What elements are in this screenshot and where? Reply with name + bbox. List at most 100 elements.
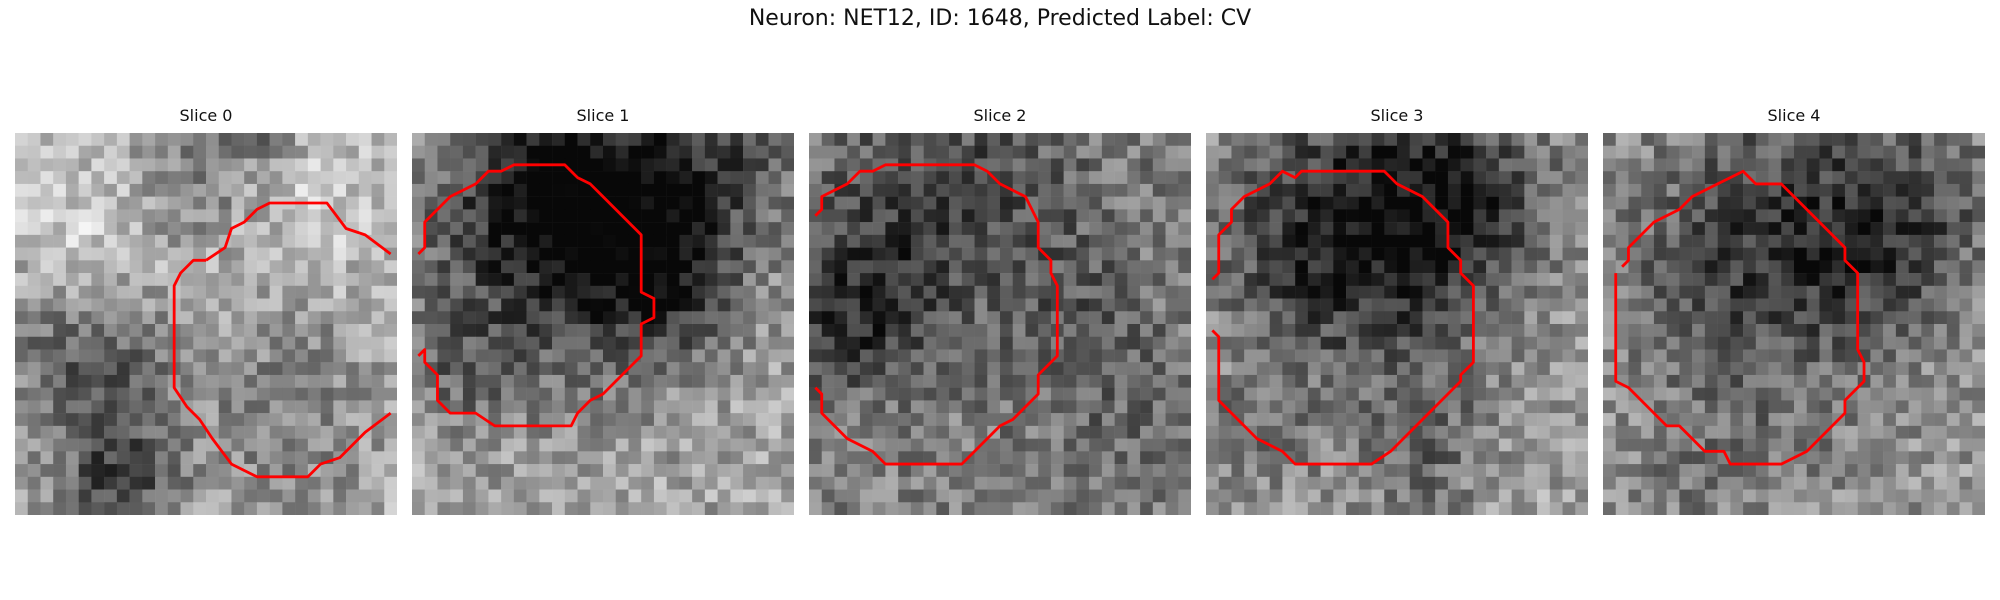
pixel: [295, 451, 308, 464]
pixel: [885, 490, 898, 503]
pixel: [257, 464, 270, 477]
pixel: [1679, 158, 1692, 171]
pixel: [1512, 235, 1525, 248]
pixel: [206, 451, 219, 464]
pixel: [1603, 286, 1616, 299]
pixel: [1718, 184, 1731, 197]
pixel: [1384, 286, 1397, 299]
pixel: [1282, 426, 1295, 439]
pixel: [308, 311, 321, 324]
pixel: [1870, 311, 1883, 324]
pixel: [1499, 171, 1512, 184]
pixel: [514, 349, 527, 362]
pixel: [1692, 337, 1705, 350]
pixel: [155, 273, 168, 286]
pixel: [847, 375, 860, 388]
pixel: [79, 248, 92, 261]
pixel: [1679, 248, 1692, 261]
pixel: [501, 362, 514, 375]
pixel: [1603, 464, 1616, 477]
pixel: [1410, 439, 1423, 452]
pixel: [15, 311, 28, 324]
pixel: [206, 388, 219, 401]
pixel: [476, 209, 489, 222]
pixel: [552, 413, 565, 426]
pixel: [1308, 490, 1321, 503]
pixel: [1333, 158, 1346, 171]
pixel: [40, 400, 53, 413]
pixel: [847, 426, 860, 439]
pixel: [962, 273, 975, 286]
pixel: [1641, 413, 1654, 426]
pixel: [308, 260, 321, 273]
pixel: [1883, 299, 1896, 312]
pixel: [1206, 286, 1219, 299]
pixel: [1934, 311, 1947, 324]
pixel: [705, 477, 718, 490]
pixel: [488, 477, 501, 490]
pixel: [1000, 400, 1013, 413]
pixel: [1563, 337, 1576, 350]
pixel: [552, 362, 565, 375]
pixel: [603, 222, 616, 235]
pixel: [1372, 439, 1385, 452]
pixel: [117, 146, 130, 159]
pixel: [756, 439, 769, 452]
pixel: [28, 158, 41, 171]
pixel: [679, 222, 692, 235]
pixel: [40, 197, 53, 210]
pixel: [1000, 209, 1013, 222]
pixel: [1654, 502, 1667, 515]
pixel: [565, 209, 578, 222]
pixel: [1127, 400, 1140, 413]
pixel: [1575, 439, 1588, 452]
pixel: [1819, 311, 1832, 324]
pixel: [769, 260, 782, 273]
pixel: [527, 222, 540, 235]
pixel: [705, 439, 718, 452]
pixel: [1127, 490, 1140, 503]
pixel: [1603, 426, 1616, 439]
pixel: [359, 311, 372, 324]
pixel: [1051, 209, 1064, 222]
pixel: [1435, 184, 1448, 197]
pixel: [1448, 400, 1461, 413]
pixel: [53, 426, 66, 439]
pixel: [91, 464, 104, 477]
pixel: [1769, 197, 1782, 210]
pixel: [603, 337, 616, 350]
pixel: [860, 133, 873, 146]
pixel: [384, 426, 397, 439]
pixel: [1153, 477, 1166, 490]
pixel: [1166, 158, 1179, 171]
pixel: [412, 184, 425, 197]
pixel: [206, 184, 219, 197]
pixel: [412, 388, 425, 401]
pixel: [1692, 158, 1705, 171]
pixel: [1563, 349, 1576, 362]
pixel: [1000, 299, 1013, 312]
pixel: [898, 146, 911, 159]
pixel: [40, 362, 53, 375]
pixel: [1794, 464, 1807, 477]
pixel: [718, 464, 731, 477]
pixel: [155, 362, 168, 375]
pixel: [936, 197, 949, 210]
pixel: [1025, 362, 1038, 375]
pixel: [1270, 146, 1283, 159]
pixel: [28, 209, 41, 222]
pixel: [142, 477, 155, 490]
pixel: [155, 502, 168, 515]
pixel: [1308, 362, 1321, 375]
pixel: [1718, 439, 1731, 452]
pixel: [834, 388, 847, 401]
pixel: [1641, 451, 1654, 464]
pixel: [321, 235, 334, 248]
pixel: [1435, 477, 1448, 490]
pixel: [692, 197, 705, 210]
pixel: [756, 388, 769, 401]
pixel: [616, 273, 629, 286]
pixel: [718, 502, 731, 515]
pixel: [476, 133, 489, 146]
pixel: [1359, 133, 1372, 146]
